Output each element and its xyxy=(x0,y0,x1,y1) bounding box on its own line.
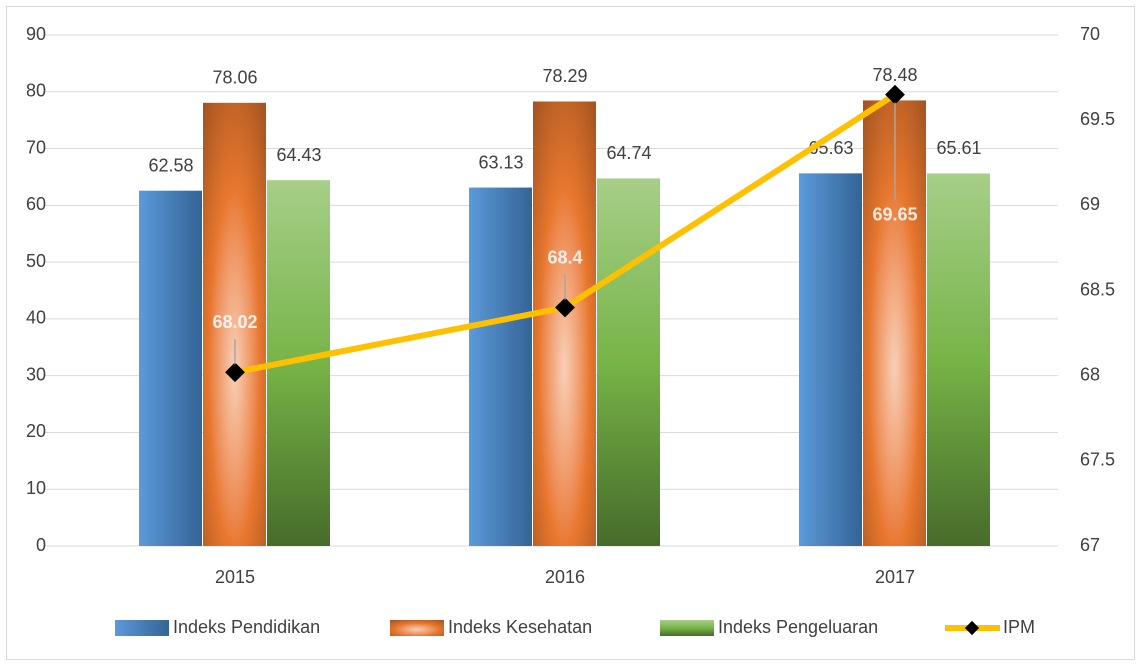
legend-swatch xyxy=(115,620,169,636)
marker xyxy=(555,297,575,318)
bar xyxy=(533,101,596,546)
y-tick-label: 80 xyxy=(26,81,46,101)
y-tick-label: 40 xyxy=(26,308,46,328)
y2-tick-label: 69.5 xyxy=(1080,109,1115,129)
data-label: 63.13 xyxy=(478,152,523,172)
x-tick-label: 2016 xyxy=(545,567,585,587)
y2-tick-label: 69 xyxy=(1080,194,1100,214)
bar xyxy=(799,173,862,547)
x-tick-label: 2015 xyxy=(215,567,255,587)
line-data-label: 68.4 xyxy=(547,247,582,267)
data-label: 62.58 xyxy=(148,155,193,175)
bar xyxy=(469,187,532,546)
data-label: 78.06 xyxy=(212,68,257,88)
y-tick-label: 70 xyxy=(26,137,46,157)
y-tick-label: 0 xyxy=(36,535,46,555)
bar xyxy=(927,173,990,546)
y-tick-label: 20 xyxy=(26,421,46,441)
legend-swatch xyxy=(660,620,714,636)
y2-tick-label: 70 xyxy=(1080,24,1100,44)
y-tick-label: 50 xyxy=(26,251,46,271)
line-data-label: 68.02 xyxy=(212,312,257,332)
data-label: 65.61 xyxy=(936,138,981,158)
legend-label: Indeks Kesehatan xyxy=(448,617,592,637)
y2-tick-label: 67 xyxy=(1080,535,1100,555)
y-tick-label: 90 xyxy=(26,24,46,44)
y2-tick-label: 67.5 xyxy=(1080,450,1115,470)
data-label: 64.74 xyxy=(606,143,651,163)
legend-label: Indeks Pendidikan xyxy=(173,617,320,637)
legend-swatch xyxy=(390,620,444,636)
y-tick-label: 10 xyxy=(26,478,46,498)
y-tick-label: 30 xyxy=(26,364,46,384)
x-tick-label: 2017 xyxy=(875,567,915,587)
bar xyxy=(203,102,266,546)
legend-marker xyxy=(964,620,980,636)
legend-label: Indeks Pengeluaran xyxy=(718,617,878,637)
legend-label: IPM xyxy=(1003,617,1035,637)
bar xyxy=(597,178,660,547)
y-tick-label: 60 xyxy=(26,194,46,214)
line-data-label: 69.65 xyxy=(872,204,917,224)
bar xyxy=(139,190,202,546)
data-label: 64.43 xyxy=(276,145,321,165)
data-label: 78.48 xyxy=(872,65,917,85)
data-label: 78.29 xyxy=(542,66,587,86)
y2-tick-label: 68 xyxy=(1080,364,1100,384)
y2-tick-label: 68.5 xyxy=(1080,279,1115,299)
marker xyxy=(225,362,245,383)
